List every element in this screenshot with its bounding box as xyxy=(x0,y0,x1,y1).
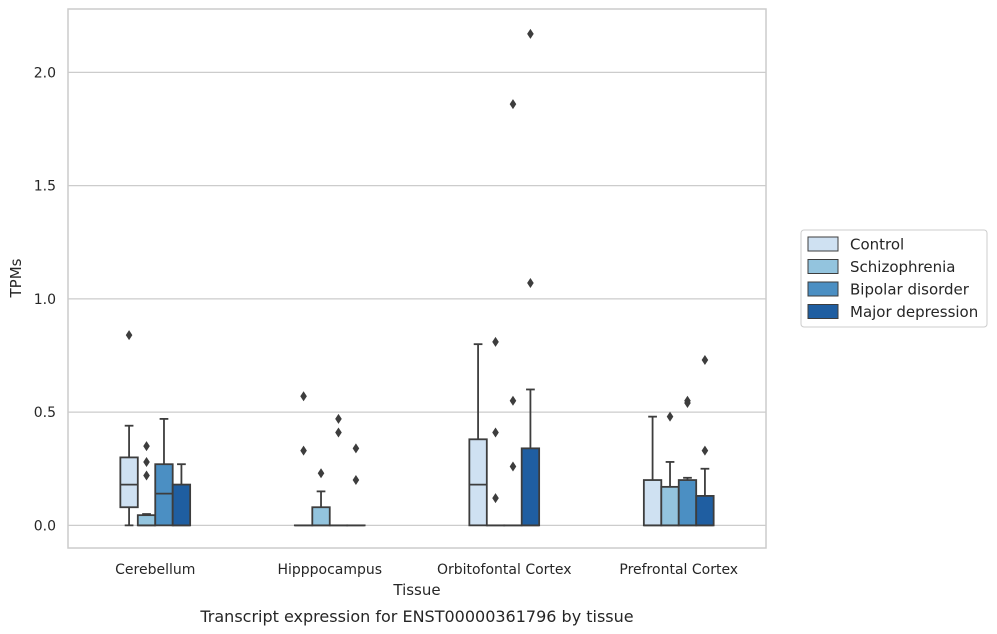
y-tick-label: 0.0 xyxy=(34,518,56,534)
outlier-marker xyxy=(143,470,150,481)
box-group xyxy=(293,391,314,527)
box-group xyxy=(346,443,366,527)
box-group xyxy=(660,411,680,527)
outlier-marker xyxy=(666,411,674,422)
box-group xyxy=(485,336,506,527)
legend-label: Control xyxy=(850,236,904,254)
box xyxy=(311,506,331,527)
x-axis-ticks: Cerebellum Hipppocampus Orbitofontal Corte… xyxy=(115,562,738,578)
box-group xyxy=(119,330,139,527)
box xyxy=(695,495,715,527)
legend-swatch xyxy=(807,304,839,319)
box xyxy=(136,514,157,527)
box xyxy=(660,485,680,527)
y-axis-ticks: 0.0 0.5 1.0 1.5 2.0 xyxy=(34,65,56,534)
x-tick-label: Orbitofontal Cortex xyxy=(437,562,572,578)
x-tick-label: Prefrontal Cortex xyxy=(619,562,738,578)
x-tick-label: Cerebellum xyxy=(115,562,195,578)
outlier-marker xyxy=(527,28,534,39)
outlier-marker xyxy=(492,336,499,347)
outlier-marker xyxy=(352,443,360,454)
box-group xyxy=(136,441,157,527)
outlier-marker xyxy=(300,445,307,456)
x-axis-title: Tissue xyxy=(392,581,440,599)
outlier-marker xyxy=(492,493,499,504)
outlier-marker xyxy=(492,427,499,438)
outlier-marker xyxy=(701,445,709,456)
outlier-marker xyxy=(125,330,133,341)
outlier-marker xyxy=(509,395,517,406)
y-axis-title: TPMs xyxy=(7,258,25,298)
y-tick-label: 1.5 xyxy=(34,179,56,195)
legend-items: Control Schizophrenia Bipolar disorder Majo… xyxy=(807,236,978,321)
y-tick-label: 1.0 xyxy=(34,292,56,308)
outlier-marker xyxy=(352,475,360,486)
outlier-marker xyxy=(684,398,691,409)
box-group xyxy=(642,415,663,527)
x-tick-label: Hipppocampus xyxy=(277,562,382,578)
legend-swatch xyxy=(807,281,839,297)
outlier-marker xyxy=(701,355,709,366)
outlier-marker xyxy=(509,461,517,472)
gridlines xyxy=(68,71,766,527)
legend: Control Schizophrenia Bipolar disorder Majo… xyxy=(800,229,988,328)
box xyxy=(642,479,663,527)
legend-frame xyxy=(800,229,988,328)
box xyxy=(154,463,174,527)
outlier-marker xyxy=(143,456,150,467)
box-group xyxy=(520,28,541,527)
outlier-marker xyxy=(300,391,307,402)
box-group xyxy=(328,413,349,527)
box xyxy=(468,438,488,527)
plot-frame xyxy=(67,8,767,549)
box-group xyxy=(503,99,523,527)
outlier-marker xyxy=(143,441,150,452)
outlier-marker xyxy=(509,99,517,110)
legend-swatch xyxy=(807,259,839,274)
box xyxy=(520,447,541,527)
plot-marks xyxy=(119,28,715,527)
y-tick-label: 2.0 xyxy=(34,65,56,81)
box-group xyxy=(171,463,192,527)
outlier-marker xyxy=(527,278,534,289)
box xyxy=(171,483,192,527)
box xyxy=(677,479,698,527)
outlier-marker xyxy=(335,427,342,438)
y-tick-label: 0.5 xyxy=(34,405,56,421)
box-group xyxy=(677,395,698,527)
outlier-marker xyxy=(317,468,325,479)
box xyxy=(119,456,139,509)
legend-label: Bipolar disorder xyxy=(850,281,970,299)
box-group xyxy=(695,355,715,527)
legend-swatch xyxy=(807,236,839,252)
box-group xyxy=(468,343,488,527)
box-group xyxy=(311,468,331,527)
chart-caption: Transcript expression for ENST0000036179… xyxy=(199,607,633,626)
legend-label: Schizophrenia xyxy=(850,258,955,276)
box-group xyxy=(154,418,174,527)
outlier-marker xyxy=(335,413,342,424)
legend-label: Major depression xyxy=(850,303,978,321)
